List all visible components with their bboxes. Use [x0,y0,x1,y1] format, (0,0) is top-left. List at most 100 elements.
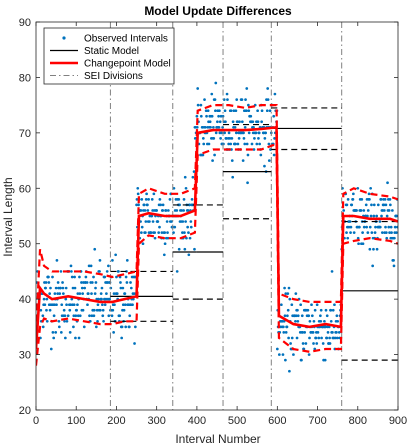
observed-point [148,220,151,223]
observed-point [325,314,329,318]
observed-point [201,137,205,140]
observed-point [65,303,68,307]
observed-point [135,198,139,201]
observed-point [213,153,216,157]
observed-point [84,275,88,279]
observed-point [72,314,76,318]
observed-point [233,125,237,129]
observed-point [214,131,218,135]
observed-point [191,175,195,179]
observed-point [54,286,58,290]
observed-point [88,314,91,318]
observed-point [333,303,336,307]
observed-point [140,198,144,201]
observed-point [315,342,319,345]
observed-point [258,142,261,146]
observed-point [177,198,181,201]
observed-point [287,286,291,290]
x-tick-label: 200 [107,415,125,427]
observed-point [295,336,299,340]
observed-point [163,231,167,234]
observed-point [310,314,314,318]
observed-point [284,331,288,334]
observed-point [219,114,223,118]
observed-point [272,114,276,118]
observed-point [256,120,260,124]
observed-point [246,153,250,157]
observed-point [210,92,214,96]
observed-point [101,314,105,318]
observed-point [201,153,205,157]
observed-point [347,225,351,229]
observed-point [368,225,372,229]
observed-point [393,236,396,240]
observed-point [195,125,199,129]
observed-point [205,114,208,118]
observed-point [232,109,236,113]
observed-point [370,231,374,234]
observed-point [62,292,65,295]
observed-point [300,358,303,362]
observed-point [78,275,81,279]
observed-point [90,292,93,295]
legend-label: Observed Intervals [84,34,168,45]
observed-point [245,87,249,90]
observed-point [390,231,393,234]
observed-point [62,308,66,312]
observed-point [75,308,78,312]
observed-point [227,142,231,146]
observed-point [99,308,102,312]
observed-point [108,297,111,301]
observed-point [372,247,375,251]
observed-point [178,203,181,207]
observed-point [243,142,247,146]
observed-point [131,303,134,307]
x-axis-label: Interval Number [175,432,260,446]
observed-point [256,109,259,113]
observed-point [273,92,277,96]
observed-point [319,308,323,312]
observed-point [223,131,226,135]
observed-point [296,319,300,323]
observed-point [94,281,98,284]
observed-point [98,258,102,262]
observed-point [78,314,82,318]
observed-point [76,292,80,295]
observed-point [147,198,150,201]
observed-point [229,109,233,113]
observed-point [100,297,103,301]
observed-point [161,209,165,212]
observed-point [45,308,48,312]
observed-point [396,225,398,229]
observed-point [128,314,132,318]
observed-point [387,225,391,229]
observed-point [213,98,217,101]
observed-point [247,103,250,107]
observed-point [115,275,118,279]
y-axis-label: Interval Length [1,177,15,256]
observed-point [173,225,177,229]
observed-point [388,231,391,234]
observed-point [266,87,270,90]
observed-point [152,192,156,196]
observed-point [187,253,191,257]
observed-point [385,236,389,240]
observed-point [313,308,317,312]
observed-point [306,308,310,312]
observed-point [98,270,101,273]
observed-point [101,308,105,312]
observed-point [368,247,372,251]
observed-point [268,109,272,113]
observed-point [119,281,122,284]
observed-point [142,203,146,207]
observed-point [228,137,232,140]
observed-point [117,270,120,273]
observed-point [57,325,61,329]
observed-point [181,231,184,234]
observed-point [83,286,87,290]
observed-point [323,358,327,362]
observed-point [166,236,170,240]
chart-title: Model Update Differences [144,4,292,18]
observed-point [359,209,363,212]
observed-point [346,236,350,240]
